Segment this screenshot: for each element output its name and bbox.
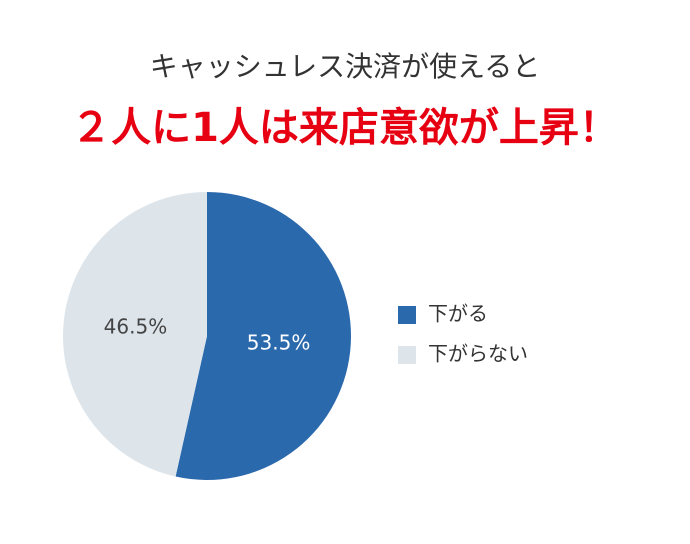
legend-label: 下がる: [428, 302, 488, 326]
pie-slice: [175, 191, 352, 480]
chart-subtitle: ２人に1人は来店意欲が上昇！: [71, 105, 619, 151]
chart-title: キャッシュレス決済が使えると: [150, 50, 541, 83]
legend-swatch: [398, 346, 416, 364]
legend-label: 下がらない: [428, 342, 528, 366]
data-label: 53.5%: [247, 330, 311, 354]
legend-swatch: [398, 306, 416, 324]
data-label: 46.5%: [104, 315, 168, 339]
pie-slice: [63, 192, 208, 477]
